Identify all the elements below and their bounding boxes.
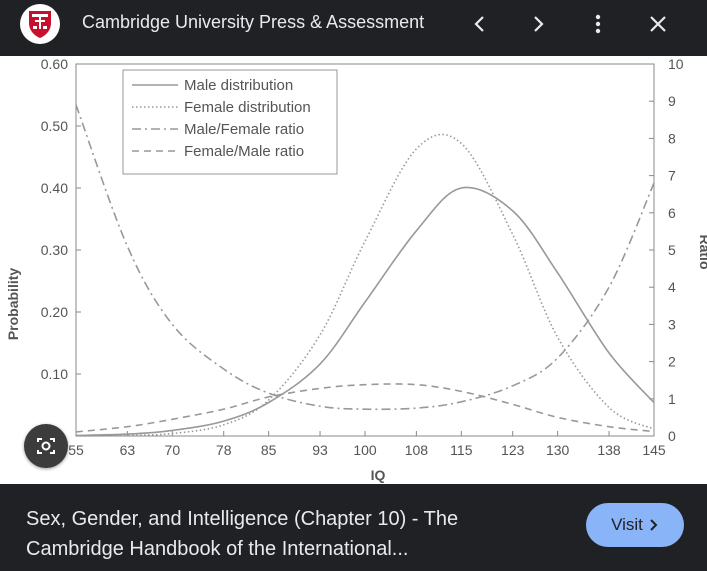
chevron-right-icon xyxy=(534,16,544,32)
x-axis-label: IQ xyxy=(371,467,386,483)
y2-tick-label: 10 xyxy=(668,56,684,72)
result-caption[interactable]: Sex, Gender, and Intelligence (Chapter 1… xyxy=(26,504,566,564)
y-axis-label: Probability xyxy=(5,268,21,341)
x-tick-label: 63 xyxy=(120,442,136,458)
previous-image-button[interactable] xyxy=(462,6,498,42)
y2-tick-label: 2 xyxy=(668,354,676,370)
site-title[interactable]: Cambridge University Press & Assessment xyxy=(82,12,425,32)
y-tick-label: 0.10 xyxy=(41,366,68,382)
legend-entry: Female/Male ratio xyxy=(184,143,304,160)
x-tick-label: 130 xyxy=(546,442,570,458)
chart-svg: 55 63 70 78 85 93 100 108 115 123 130 138 145 0.100.… xyxy=(5,56,707,483)
series-line-3 xyxy=(75,104,655,411)
series-line-2 xyxy=(75,133,655,437)
y2-tick-label: 1 xyxy=(668,391,676,407)
legend-entry: Male distribution xyxy=(184,77,293,94)
cambridge-shield-icon[interactable] xyxy=(20,4,60,44)
y2-tick-label: 4 xyxy=(668,279,676,295)
legend-entry: Female distribution xyxy=(184,99,311,116)
y2-tick-label: 8 xyxy=(668,130,676,146)
chevron-right-icon xyxy=(650,519,658,531)
caption-line-1[interactable]: Sex, Gender, and Intelligence (Chapter 1… xyxy=(26,508,459,530)
y2-tick-label: 6 xyxy=(668,205,676,221)
y-tick-label: 0.20 xyxy=(41,304,68,320)
x-tick-label: 78 xyxy=(216,442,232,458)
series-line-4 xyxy=(75,383,655,433)
x-tick-label: 85 xyxy=(261,442,277,458)
x-tick-label: 123 xyxy=(501,442,525,458)
legend-box xyxy=(122,69,338,175)
x-tick-label: 115 xyxy=(450,442,473,458)
y-tick-label: 0.60 xyxy=(41,56,68,72)
chart-image[interactable]: 55 63 70 78 85 93 100 108 115 123 130 138 145 0.10 0.… xyxy=(0,56,707,484)
x-tick-label: 145 xyxy=(642,442,666,458)
next-image-button[interactable] xyxy=(520,6,556,42)
more-options-button[interactable] xyxy=(580,6,616,42)
close-button[interactable] xyxy=(640,6,676,42)
series-line-1 xyxy=(75,186,655,437)
y2-tick-label: 0 xyxy=(668,428,676,444)
x-tick-label: 100 xyxy=(353,442,377,458)
y2-axis-label: Ratio xyxy=(697,235,707,270)
y2-tick-label: 5 xyxy=(668,242,676,258)
x-tick-label: 138 xyxy=(597,442,621,458)
close-icon xyxy=(650,16,666,32)
x-tick-label: 108 xyxy=(405,442,429,458)
y-tick-label: 0.30 xyxy=(41,242,68,258)
y2-tick-label: 7 xyxy=(668,168,676,184)
top-bar: Cambridge University Press & Assessment xyxy=(0,0,707,50)
x-tick-label: 93 xyxy=(312,442,328,458)
visit-button-label: Visit xyxy=(611,515,643,534)
caption-line-2[interactable]: Cambridge Handbook of the International.… xyxy=(26,538,409,560)
legend-entry: Male/Female ratio xyxy=(184,121,304,138)
more-vert-icon xyxy=(595,14,601,34)
x-tick-label: 70 xyxy=(165,442,181,458)
lens-camera-icon xyxy=(37,438,55,454)
x-tick-label: 55 xyxy=(68,442,84,458)
y2-tick-label: 9 xyxy=(668,93,676,109)
y-tick-label: 0.50 xyxy=(41,118,68,134)
lens-search-button[interactable] xyxy=(24,424,68,468)
chevron-left-icon xyxy=(474,16,484,32)
y-tick-label: 0.40 xyxy=(41,180,68,196)
y2-tick-label: 3 xyxy=(668,316,676,332)
visit-button[interactable]: Visit xyxy=(586,503,684,547)
